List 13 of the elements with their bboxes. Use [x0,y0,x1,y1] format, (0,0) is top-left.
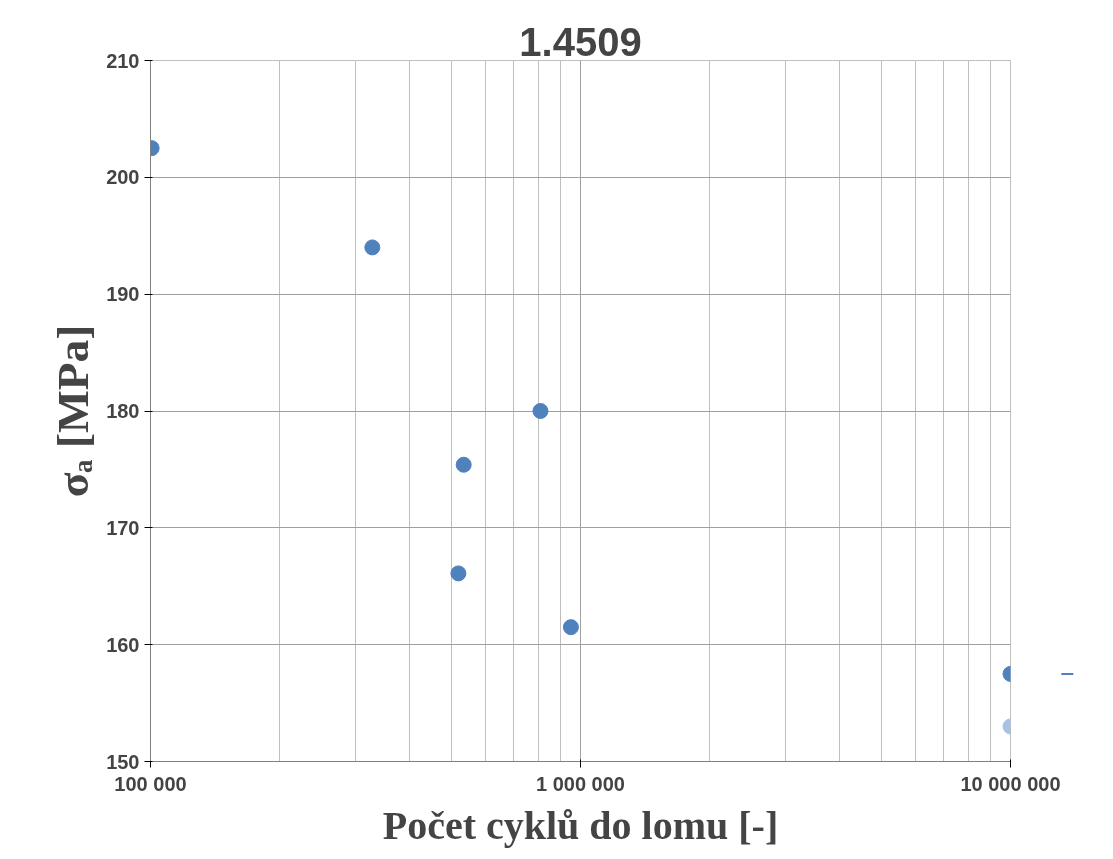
y-tick-label: 180 [106,400,140,422]
y-tick-label: 210 [106,49,140,72]
x-axis-title: Počet cyklů do lomu [-] [382,802,779,848]
y-tick-label: 170 [106,516,140,539]
x-tick-label: 10 000 000 [960,772,1061,795]
x-tick-label: 100 000 [114,772,187,795]
y-tick-label: 150 [106,750,140,773]
y-axis-title: σₐ [MPa] [48,324,99,498]
y-tick-label: 190 [106,283,140,306]
y-tick-label: 200 [106,166,140,189]
chart-title: 1.4509 [519,19,642,64]
y-tick-label: 160 [106,633,140,656]
x-tick-label: 1 000 000 [536,772,625,795]
